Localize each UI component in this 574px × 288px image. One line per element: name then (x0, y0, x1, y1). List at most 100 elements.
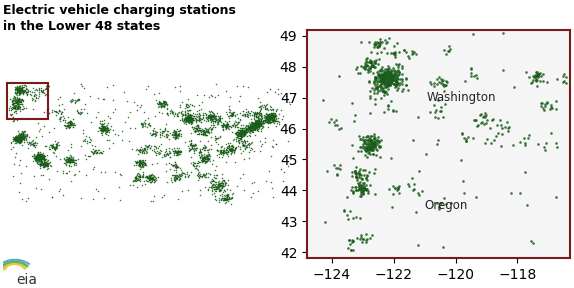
Point (97, 124, 106, 128)
Point (260, 115, 269, 120)
Point (172, 166, 181, 170)
Point (157, 103, 166, 108)
Point (254, 122, 263, 126)
Point (14, 138, 23, 143)
Point (36, 150, 45, 155)
Point (528, 79, 537, 84)
Point (247, 141, 256, 146)
Point (272, 114, 281, 118)
Point (237, 112, 246, 117)
Point (231, 123, 240, 128)
Point (68, 159, 77, 164)
Point (52, 143, 61, 148)
Point (251, 123, 261, 128)
Point (253, 123, 262, 128)
Point (243, 128, 252, 132)
Point (378, 81, 387, 85)
Point (64, 124, 73, 129)
Point (184, 115, 193, 120)
Point (162, 102, 172, 106)
Point (158, 131, 167, 135)
Point (15, 134, 24, 139)
Point (18, 132, 27, 136)
Point (161, 102, 170, 106)
Point (193, 168, 202, 172)
Point (222, 125, 231, 130)
Point (183, 174, 192, 179)
Point (196, 129, 205, 133)
Point (156, 148, 165, 153)
Point (170, 148, 180, 153)
Point (134, 162, 144, 166)
Point (240, 125, 249, 129)
Point (240, 132, 249, 137)
Point (209, 115, 218, 119)
Point (355, 180, 364, 185)
Point (14, 97, 23, 102)
Point (18, 135, 27, 140)
Point (534, 72, 543, 76)
Point (479, 114, 488, 119)
Point (13, 86, 22, 91)
Point (268, 114, 277, 119)
Point (255, 122, 264, 126)
Point (44, 177, 53, 181)
Point (187, 143, 196, 147)
Point (224, 124, 234, 128)
Point (258, 120, 267, 125)
Point (211, 185, 220, 189)
Point (264, 111, 273, 116)
Point (76, 111, 85, 115)
Point (215, 183, 224, 187)
Point (379, 76, 388, 81)
Point (185, 119, 195, 123)
Point (230, 149, 239, 154)
Point (125, 139, 134, 144)
Point (218, 185, 227, 190)
Point (263, 114, 273, 118)
Point (221, 124, 230, 129)
Point (103, 123, 112, 127)
Point (32, 154, 41, 159)
Point (98, 122, 107, 126)
Point (215, 184, 224, 189)
Point (216, 148, 226, 153)
Point (52, 143, 61, 147)
Point (66, 155, 75, 160)
Point (32, 156, 41, 161)
Point (28, 159, 37, 164)
Point (11, 90, 20, 94)
Point (370, 77, 379, 82)
Point (36, 156, 45, 160)
Point (235, 141, 244, 145)
Point (235, 140, 244, 144)
Point (156, 104, 165, 109)
Point (209, 190, 218, 195)
Point (181, 115, 190, 120)
Point (226, 146, 235, 151)
Point (32, 158, 41, 162)
Point (243, 127, 252, 131)
Point (51, 109, 60, 114)
Point (196, 120, 205, 124)
Point (370, 140, 379, 145)
Point (193, 123, 202, 128)
Point (171, 133, 180, 138)
Point (161, 134, 170, 139)
Point (192, 92, 201, 97)
Point (186, 115, 195, 119)
Point (366, 134, 375, 138)
Point (247, 116, 256, 121)
Point (203, 138, 212, 143)
Point (246, 113, 255, 118)
Point (265, 168, 274, 173)
Point (89, 147, 98, 152)
Point (270, 114, 280, 118)
Point (236, 134, 245, 139)
Point (34, 152, 44, 157)
Point (373, 45, 382, 50)
Point (149, 92, 158, 97)
Point (355, 175, 364, 179)
Point (37, 152, 46, 157)
Point (224, 124, 234, 128)
